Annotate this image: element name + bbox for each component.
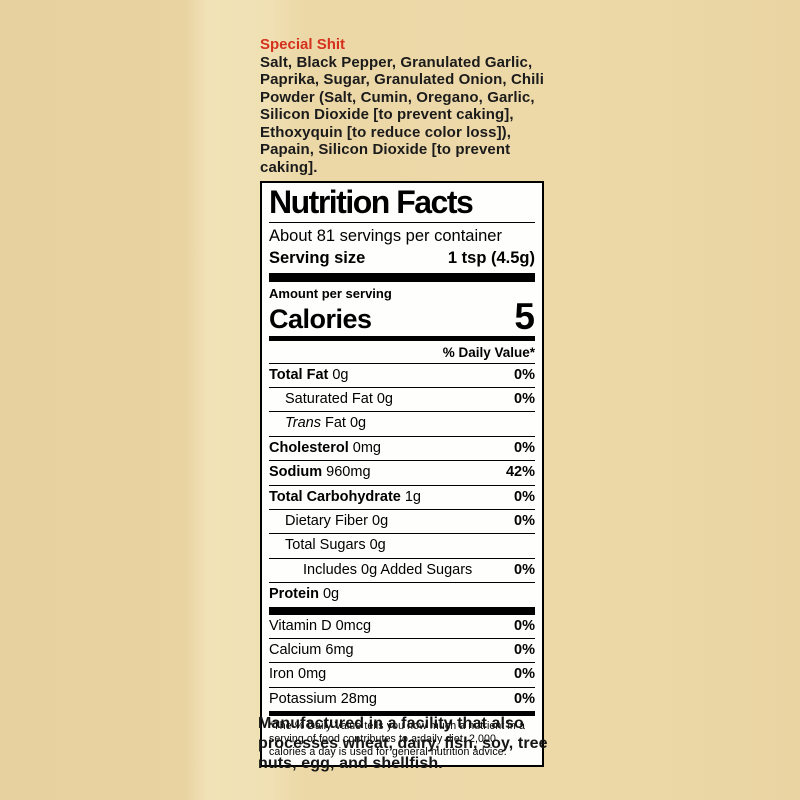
nutrient-name: Total Fat [269,366,329,383]
medium-divider-bar [269,711,535,717]
nutrient-row-cholesterol: Cholesterol 0mg 0% [269,437,535,462]
nutrition-facts-title: Nutrition Facts [269,183,535,223]
serving-size-value: 1 tsp (4.5g) [447,248,535,267]
vitamin-name: Calcium [269,641,322,658]
daily-value-header: % Daily Value* [269,341,535,364]
calories-value: 5 [514,296,535,338]
daily-value-footnote: *The % Daily Value tells you how much a … [269,720,525,759]
serving-size-label: Serving size [269,248,366,267]
nutrient-row-saturated-fat: Saturated Fat 0g 0% [269,388,535,413]
vitamin-dv: 0% [514,666,535,683]
nutrient-amount: 0g [369,537,386,554]
ingredients-block: Special Shit Salt, Black Pepper, Granula… [260,36,554,176]
nutrient-dv: 0% [514,561,535,578]
nutrient-dv: 0% [514,513,535,529]
nutrient-amount: 0g [349,415,367,432]
nutrient-name: Total Carbohydrate [269,488,401,505]
vitamin-row-vitamin-d: Vitamin D 0mcg 0% [269,615,535,639]
vitamin-row-iron: Iron 0mg 0% [269,663,535,688]
nutrient-dv: 0% [514,391,535,408]
nutrient-dv: 42% [505,464,535,481]
nutrient-name: Protein [269,586,319,603]
nutrient-amount: 960mg [326,464,371,481]
vitamin-dv: 0% [514,641,535,658]
nutrient-amount: 0g [372,513,389,529]
nutrient-row-sodium: Sodium 960mg 42% [269,461,535,486]
vitamin-dv: 0% [514,690,535,707]
vitamin-dv: 0% [514,617,535,634]
nutrient-row-protein: Protein 0g [269,583,535,606]
vitamin-row-calcium: Calcium 6mg 0% [269,639,535,664]
vitamin-row-potassium: Potassium 28mg 0% [269,688,535,711]
nutrient-name: Sodium [269,464,323,481]
nutrient-dv: 0% [514,488,535,505]
nutrient-name-rest: Fat [325,415,346,432]
vitamin-amount: 0mg [298,666,327,683]
nutrient-name: Saturated Fat [285,391,373,408]
thick-divider-bar [269,272,535,282]
vitamin-name: Potassium [269,690,337,707]
nutrient-amount: 0mg [352,439,381,456]
nutrient-name: Dietary Fiber [285,513,368,529]
nutrient-name: Includes 0g Added Sugars [303,561,473,578]
calories-label: Calories [269,303,372,334]
nutrient-row-total-sugars: Total Sugars 0g [269,534,535,559]
nutrient-row-trans-fat: Trans Fat 0g [269,412,535,437]
nutrient-amount: 0g [376,391,393,408]
nutrient-row-total-fat: Total Fat 0g 0% [269,364,535,389]
vitamin-amount: 6mg [325,641,354,658]
nutrient-row-dietary-fiber: Dietary Fiber 0g 0% [269,510,535,535]
amount-per-serving-label: Amount per serving [269,285,392,301]
nutrient-dv: 0% [514,439,535,456]
nutrient-amount: 0g [322,586,340,603]
thick-divider-bar [269,606,535,615]
nutrient-amount: 0g [332,366,349,383]
vitamin-name: Iron [269,666,294,683]
product-name: Special Shit [260,36,346,53]
nutrient-name: Total Sugars [285,537,366,554]
serving-size-row: Serving size 1 tsp (4.5g) [269,247,535,273]
nutrient-dv: 0% [514,366,535,383]
ingredients-text: Salt, Black Pepper, Granulated Garlic, P… [260,53,544,176]
allergen-statement: Manufactured in a facility that also pro… [258,715,548,772]
nutrient-amount: 1g [404,488,421,505]
nutrition-facts-panel: Nutrition Facts About 81 servings per co… [260,181,544,768]
vitamin-amount: 0mcg [335,617,372,634]
calories-row: Calories 5 [269,296,535,341]
nutrient-name: Cholesterol [269,439,349,456]
nutrient-name: Trans [285,415,321,432]
nutrient-row-added-sugars: Includes 0g Added Sugars 0% [269,559,535,584]
servings-per-container: About 81 servings per container [269,226,502,245]
vitamin-name: Vitamin D [269,617,332,634]
vitamin-amount: 28mg [340,690,377,707]
nutrient-row-total-carbohydrate: Total Carbohydrate 1g 0% [269,486,535,510]
